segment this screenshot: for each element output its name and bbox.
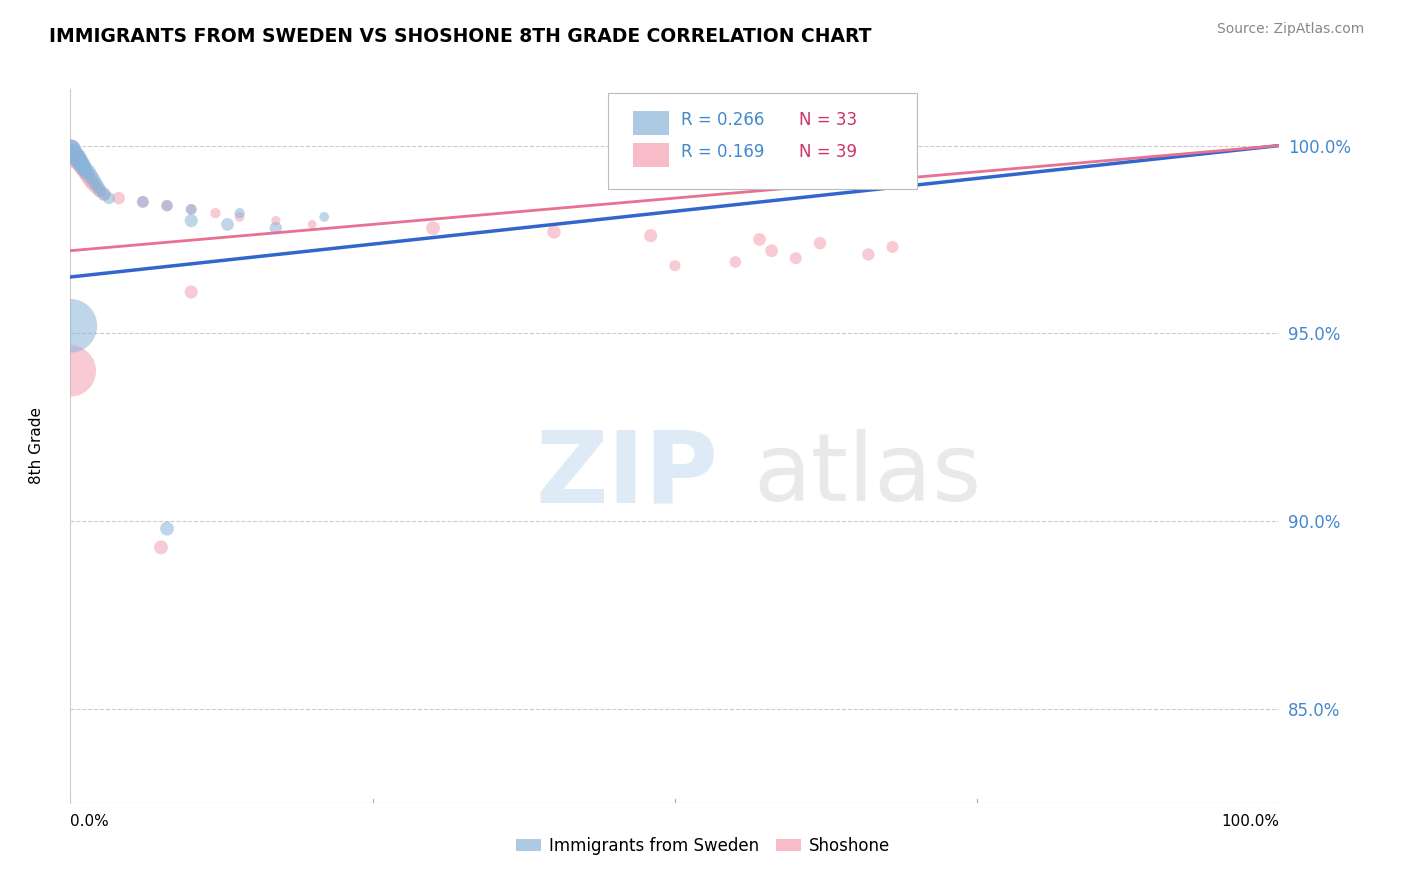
Point <box>107 191 129 205</box>
Point <box>882 240 904 254</box>
Point <box>70 157 93 171</box>
Point <box>67 153 90 168</box>
Point <box>180 285 202 299</box>
Text: IMMIGRANTS FROM SWEDEN VS SHOSHONE 8TH GRADE CORRELATION CHART: IMMIGRANTS FROM SWEDEN VS SHOSHONE 8TH G… <box>49 27 872 45</box>
Point <box>69 153 91 168</box>
Point <box>228 206 250 220</box>
Point <box>89 184 111 198</box>
Point <box>87 179 110 194</box>
Point <box>76 169 98 183</box>
Point <box>59 142 82 156</box>
Point <box>59 142 82 156</box>
Point <box>75 165 97 179</box>
Point <box>59 364 82 378</box>
Point <box>84 176 107 190</box>
Point <box>90 184 111 198</box>
Point <box>664 259 686 273</box>
Point <box>132 194 155 209</box>
Point <box>73 165 96 179</box>
Point <box>301 218 323 232</box>
FancyBboxPatch shape <box>609 93 917 189</box>
Point <box>156 199 179 213</box>
Point <box>156 522 179 536</box>
Point <box>180 202 202 217</box>
Point <box>59 318 82 333</box>
Text: Source: ZipAtlas.com: Source: ZipAtlas.com <box>1216 22 1364 37</box>
Point <box>66 150 89 164</box>
Point <box>72 161 94 175</box>
Point <box>543 225 565 239</box>
Point <box>63 150 86 164</box>
Point <box>264 221 287 235</box>
Point <box>80 169 103 183</box>
Point <box>264 213 287 227</box>
Point <box>63 150 86 164</box>
Point <box>82 172 104 186</box>
Text: N = 39: N = 39 <box>800 143 858 161</box>
Point <box>62 146 84 161</box>
Point <box>150 541 172 555</box>
Point <box>180 202 202 217</box>
Point <box>69 157 91 171</box>
Point <box>65 153 87 168</box>
Point <box>60 142 83 156</box>
Point <box>70 157 93 171</box>
Point <box>65 150 87 164</box>
Point <box>785 251 807 265</box>
Text: atlas: atlas <box>754 428 981 521</box>
Point <box>72 157 94 171</box>
FancyBboxPatch shape <box>633 143 669 167</box>
Point <box>422 221 444 235</box>
Point <box>93 187 115 202</box>
Point <box>217 218 239 232</box>
Point <box>748 232 770 246</box>
Point <box>724 255 747 269</box>
Text: ZIP: ZIP <box>536 426 718 523</box>
Point <box>98 191 121 205</box>
Text: 0.0%: 0.0% <box>70 814 110 829</box>
Point <box>67 153 90 168</box>
Point <box>314 210 336 224</box>
Point <box>63 150 86 164</box>
Text: R = 0.266: R = 0.266 <box>681 111 765 128</box>
Point <box>808 236 831 251</box>
Legend: Immigrants from Sweden, Shoshone: Immigrants from Sweden, Shoshone <box>509 830 897 862</box>
Point <box>93 187 115 202</box>
Text: 8th Grade: 8th Grade <box>28 408 44 484</box>
Point <box>640 228 662 243</box>
Point <box>59 142 82 156</box>
Point <box>73 161 96 175</box>
Text: 100.0%: 100.0% <box>1222 814 1279 829</box>
Point <box>132 194 155 209</box>
Point <box>80 176 103 190</box>
Point <box>761 244 783 258</box>
Point <box>62 146 84 161</box>
Point <box>63 146 86 161</box>
FancyBboxPatch shape <box>633 111 669 135</box>
Point <box>84 179 107 194</box>
Text: N = 33: N = 33 <box>800 111 858 128</box>
Text: R = 0.169: R = 0.169 <box>681 143 765 161</box>
Point <box>60 146 83 161</box>
Point <box>180 213 202 227</box>
Point <box>79 172 101 186</box>
Point <box>156 199 179 213</box>
Point <box>204 206 226 220</box>
Point <box>858 247 880 261</box>
Point <box>77 165 100 179</box>
Point <box>72 161 94 175</box>
Point <box>228 210 250 224</box>
